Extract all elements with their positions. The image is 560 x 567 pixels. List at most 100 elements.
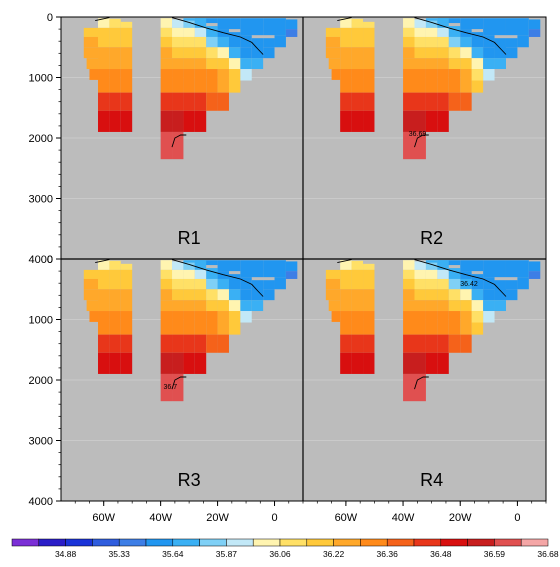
- data-cell: [331, 69, 341, 80]
- data-cell: [172, 261, 184, 270]
- data-cell: [437, 269, 449, 279]
- data-cell: [109, 69, 121, 93]
- data-cell: [351, 110, 364, 132]
- data-cell: [448, 311, 461, 335]
- colorbar-swatch: [494, 538, 522, 547]
- data-cell: [425, 18, 438, 21]
- data-cell: [437, 92, 449, 111]
- data-cell: [194, 47, 207, 59]
- data-cell: [194, 352, 207, 374]
- colorbar-swatch: [11, 538, 40, 547]
- data-cell: [403, 269, 415, 279]
- data-cell: [206, 58, 218, 70]
- data-cell: [483, 289, 495, 301]
- data-cell: [109, 352, 121, 374]
- data-cell: [217, 260, 241, 272]
- data-cell: [437, 110, 449, 132]
- data-cell: [194, 300, 207, 312]
- y-tick-label: 2000: [29, 375, 53, 387]
- data-cell: [183, 36, 195, 48]
- data-cell: [263, 38, 275, 48]
- data-cell: [363, 27, 375, 48]
- x-tick-label: 0: [514, 512, 520, 524]
- data-cell: [505, 260, 529, 278]
- data-cell: [425, 260, 438, 263]
- data-cell: [414, 92, 426, 111]
- contour-line: [337, 259, 352, 264]
- data-cell: [86, 58, 99, 70]
- data-cell: [217, 47, 229, 59]
- data-cell: [89, 69, 99, 80]
- data-cell: [172, 289, 184, 301]
- data-cell: [414, 311, 426, 335]
- data-cell: [351, 18, 364, 28]
- data-cell: [437, 278, 449, 290]
- contour-label: 36.69: [409, 131, 427, 138]
- data-cell: [98, 334, 110, 353]
- data-cell: [425, 269, 438, 279]
- data-cell: [460, 18, 484, 30]
- data-cell: [483, 69, 495, 81]
- data-cell: [528, 19, 541, 30]
- x-tick-label: 20W: [206, 512, 229, 524]
- data-cell: [160, 269, 173, 279]
- data-cell: [403, 69, 415, 93]
- data-cell: [340, 334, 352, 353]
- data-cell: [83, 289, 99, 301]
- contour-line: [414, 17, 507, 55]
- data-cell: [183, 334, 195, 353]
- data-cell: [505, 38, 518, 48]
- data-cell: [448, 58, 461, 70]
- data-cell: [425, 278, 438, 290]
- data-cell: [183, 18, 195, 21]
- data-cell: [340, 269, 352, 290]
- data-cell: [437, 265, 449, 270]
- colorbar-swatch: [172, 538, 200, 547]
- data-cell: [483, 260, 506, 278]
- data-cell: [83, 269, 99, 279]
- data-cell: [517, 35, 529, 48]
- data-cell: [228, 289, 241, 301]
- data-cell: [160, 334, 173, 353]
- panel-label: R3: [178, 470, 201, 490]
- data-cell: [194, 334, 207, 353]
- data-cell: [414, 58, 426, 70]
- data-cell: [109, 47, 121, 70]
- data-cell: [194, 36, 207, 48]
- data-cell: [109, 260, 121, 270]
- data-cell: [217, 58, 229, 70]
- data-cell: [217, 334, 229, 353]
- data-cell: [206, 289, 218, 301]
- data-cell: [240, 18, 264, 36]
- contour-label: 36.42: [460, 281, 478, 288]
- data-cell: [403, 334, 415, 353]
- data-cell: [363, 334, 375, 353]
- data-cell: [437, 18, 449, 24]
- data-cell: [263, 18, 286, 36]
- data-cell: [240, 69, 252, 81]
- data-cell: [109, 110, 121, 132]
- data-cell: [172, 131, 184, 160]
- data-cell: [340, 69, 352, 93]
- data-cell: [448, 26, 461, 37]
- data-cell: [460, 92, 472, 111]
- data-cell: [403, 27, 415, 37]
- data-cell: [120, 21, 133, 28]
- data-cell: [172, 373, 184, 402]
- data-cell: [325, 289, 341, 301]
- colorbar-swatch: [145, 538, 174, 547]
- data-cell: [228, 69, 241, 93]
- data-cell: [83, 36, 99, 48]
- data-cell: [194, 69, 207, 93]
- data-cell: [517, 277, 529, 290]
- data-cell: [351, 269, 364, 290]
- data-cell: [425, 110, 438, 132]
- data-cell: [160, 36, 173, 48]
- data-cell: [120, 92, 133, 111]
- data-cell: [328, 300, 341, 312]
- data-cell: [448, 69, 461, 93]
- data-cell: [120, 110, 133, 132]
- data-cell: [471, 58, 484, 70]
- data-cell: [340, 47, 352, 70]
- data-cell: [448, 278, 461, 290]
